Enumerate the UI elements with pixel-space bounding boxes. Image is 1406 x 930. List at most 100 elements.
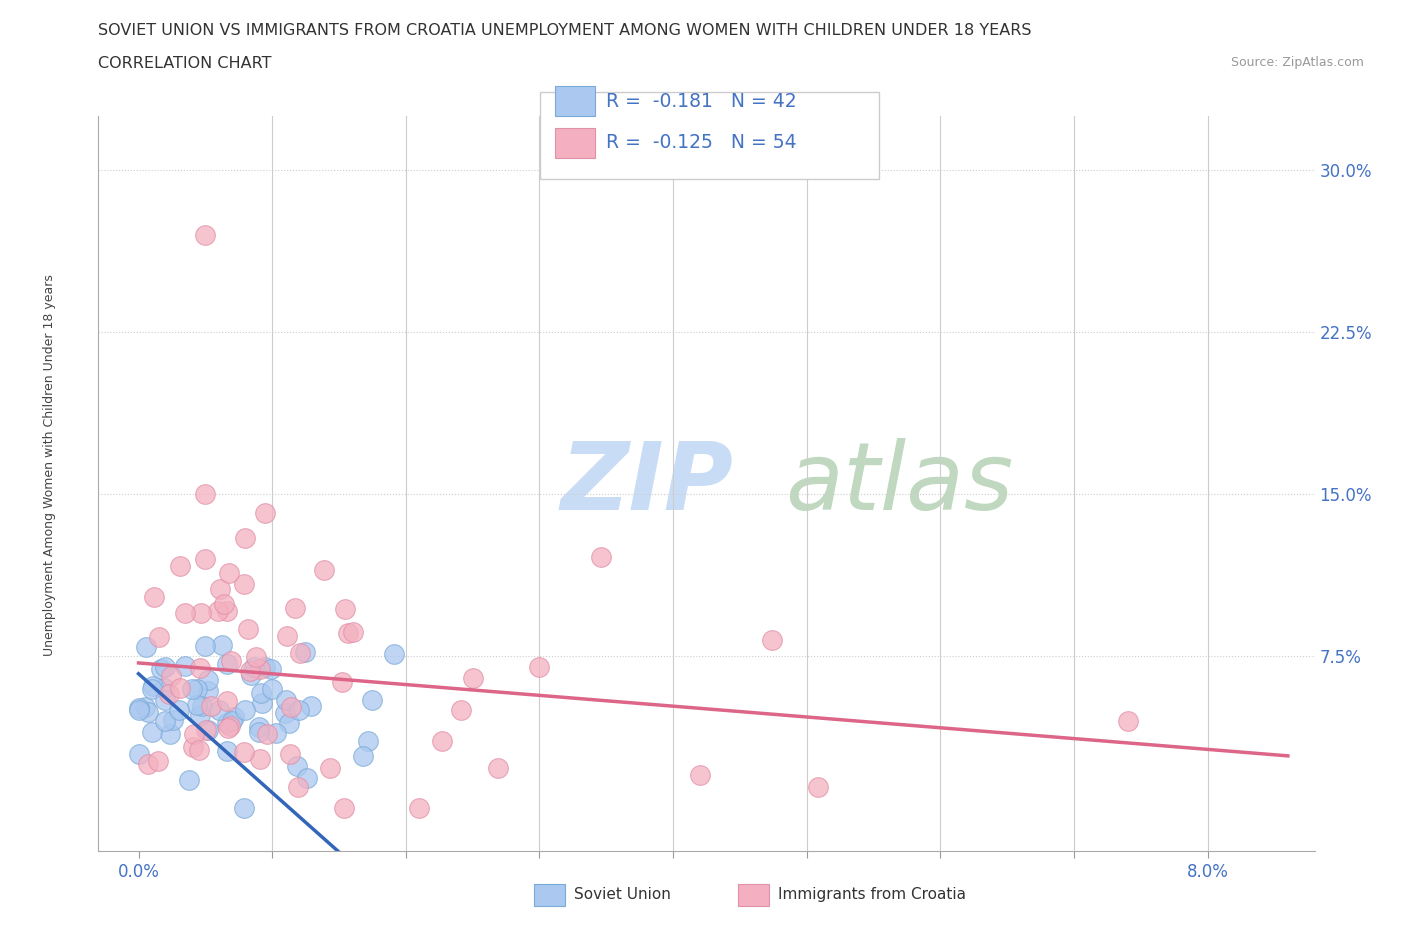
Point [208, 581, 231, 596]
Point [529, 660, 551, 675]
Point [319, 761, 342, 776]
Text: Source: ZipAtlas.com: Source: ZipAtlas.com [1230, 56, 1364, 69]
Point [217, 721, 239, 736]
Point [221, 714, 243, 729]
Point [278, 747, 301, 762]
Point [142, 679, 165, 694]
Point [141, 682, 163, 697]
Text: Soviet Union: Soviet Union [574, 887, 671, 902]
Point [274, 705, 297, 720]
Point [295, 771, 318, 786]
Point [186, 698, 208, 712]
Point [1116, 714, 1139, 729]
Point [191, 698, 214, 713]
Point [188, 660, 211, 675]
Point [274, 692, 297, 707]
Point [197, 684, 219, 698]
Point [247, 720, 270, 735]
Point [215, 604, 238, 618]
Point [148, 753, 170, 768]
Point [217, 694, 239, 709]
Text: R =  -0.125   N = 54: R = -0.125 N = 54 [606, 133, 797, 152]
Point [236, 621, 259, 636]
Point [235, 703, 257, 718]
Point [352, 749, 374, 764]
Point [188, 708, 211, 723]
Text: SOVIET UNION VS IMMIGRANTS FROM CROATIA UNEMPLOYMENT AMONG WOMEN WITH CHILDREN U: SOVIET UNION VS IMMIGRANTS FROM CROATIA … [98, 23, 1032, 38]
Text: ZIP: ZIP [561, 438, 734, 529]
Point [128, 703, 150, 718]
Point [287, 759, 309, 774]
Point [173, 605, 195, 620]
Point [761, 632, 783, 647]
Point [276, 629, 298, 644]
Point [335, 602, 357, 617]
Point [408, 801, 430, 816]
Point [186, 682, 208, 697]
Point [239, 663, 262, 678]
Point [332, 675, 354, 690]
Point [486, 760, 509, 775]
Point [167, 703, 190, 718]
Point [162, 713, 184, 728]
Point [135, 640, 157, 655]
Point [183, 726, 205, 741]
Point [278, 716, 301, 731]
Point [194, 551, 217, 566]
Point [288, 645, 311, 660]
Point [250, 696, 273, 711]
Point [160, 669, 183, 684]
Point [233, 744, 256, 759]
Point [591, 550, 613, 565]
Point [169, 680, 191, 695]
Point [689, 768, 711, 783]
Point [280, 700, 302, 715]
Point [181, 739, 204, 754]
Point [217, 744, 239, 759]
Point [153, 681, 176, 696]
Point [194, 638, 217, 653]
Point [197, 723, 219, 737]
Point [262, 682, 284, 697]
Point [141, 724, 163, 739]
Point [382, 646, 405, 661]
Point [430, 734, 453, 749]
Point [214, 597, 236, 612]
Point [232, 577, 254, 591]
Point [264, 725, 287, 740]
Point [197, 672, 219, 687]
Point [149, 661, 172, 676]
Point [134, 700, 156, 715]
Point [312, 563, 335, 578]
Point [215, 657, 238, 671]
Text: atlas: atlas [786, 438, 1014, 529]
Point [187, 743, 209, 758]
Point [194, 228, 217, 243]
Point [233, 801, 256, 816]
Point [224, 710, 246, 724]
Point [218, 565, 240, 580]
Point [148, 630, 170, 644]
Point [128, 701, 150, 716]
Point [256, 726, 278, 741]
Point [128, 746, 150, 761]
Point [287, 779, 309, 794]
Point [219, 653, 242, 668]
Point [249, 752, 271, 767]
Point [181, 682, 204, 697]
Point [155, 692, 177, 707]
Point [155, 714, 177, 729]
Point [243, 660, 266, 675]
Point [361, 693, 384, 708]
Point [336, 626, 359, 641]
Point [143, 590, 166, 604]
Point [211, 637, 233, 652]
Text: R =  -0.181   N = 42: R = -0.181 N = 42 [606, 92, 797, 111]
Point [218, 718, 240, 733]
Point [461, 671, 484, 685]
Point [253, 659, 276, 674]
Point [299, 699, 322, 714]
Point [215, 715, 238, 730]
Point [200, 699, 222, 714]
Point [333, 801, 356, 816]
